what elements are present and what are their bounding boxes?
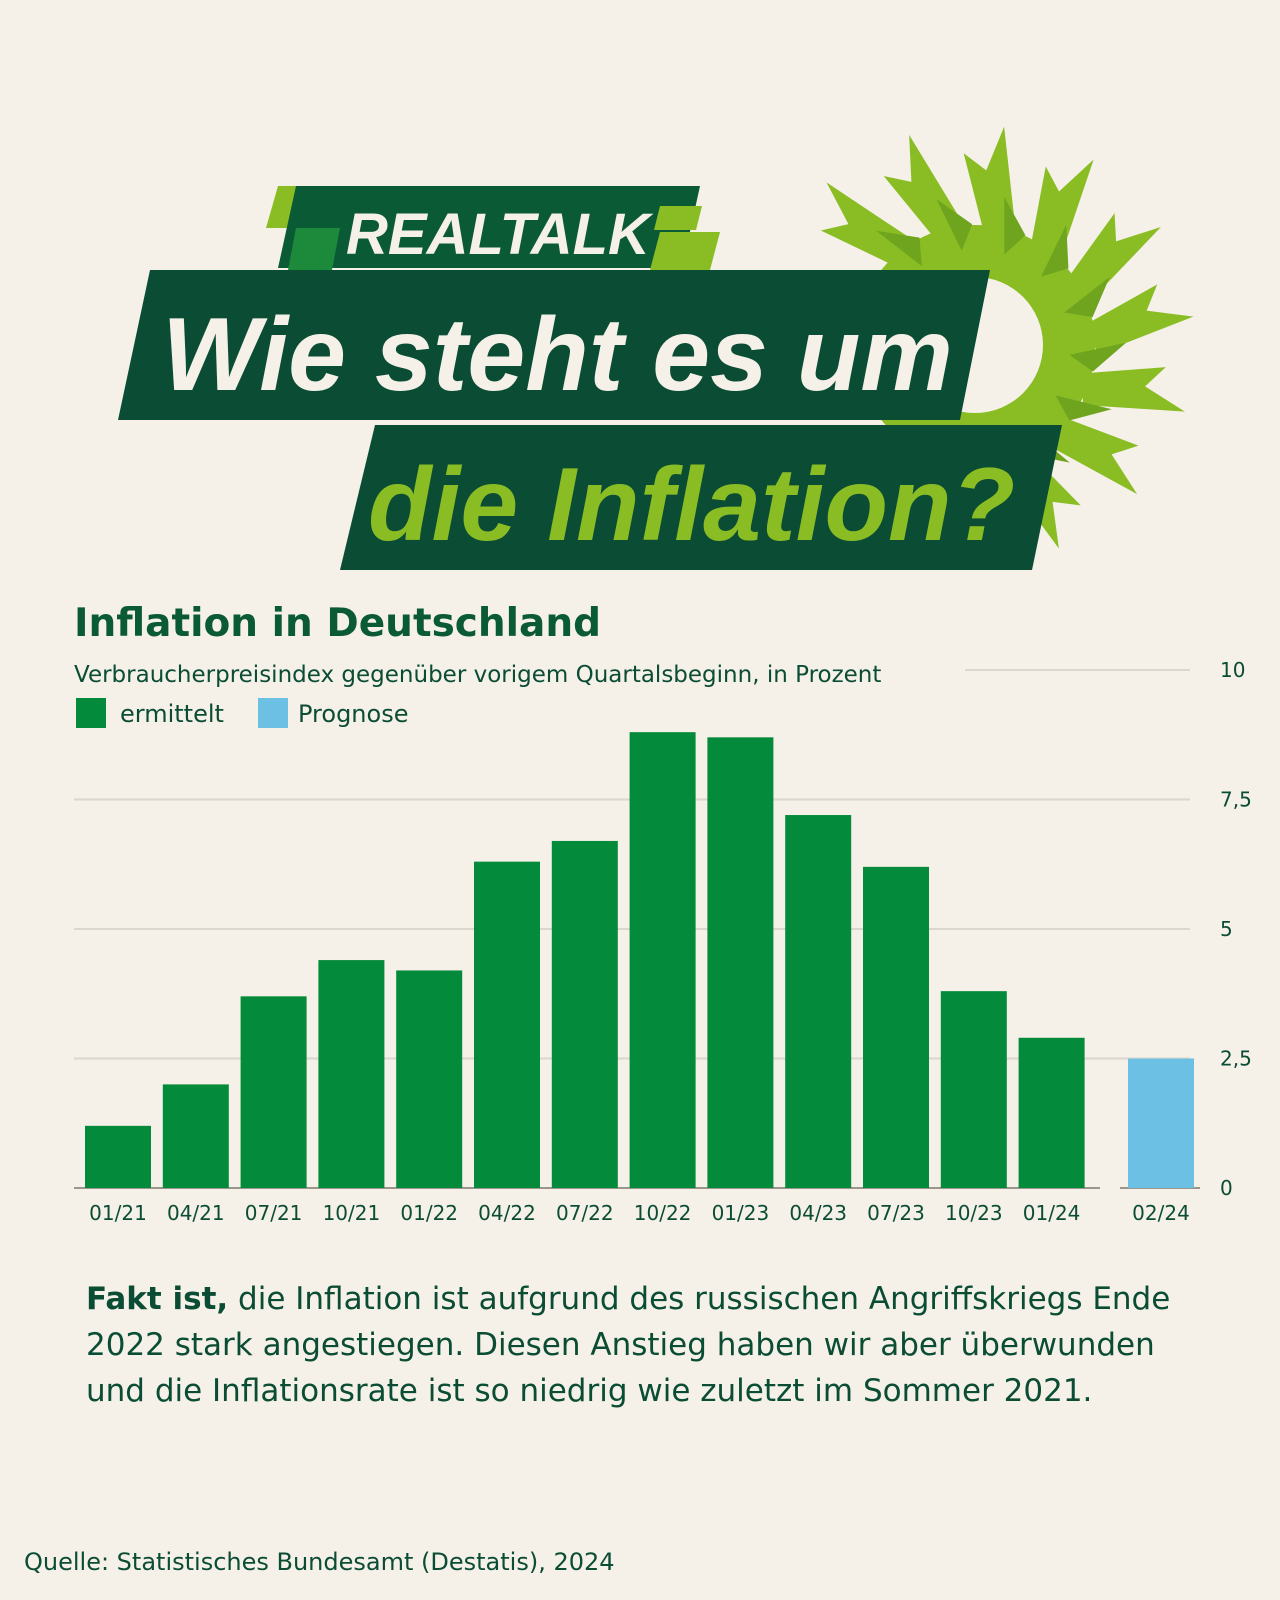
x-tick-label: 04/23 (789, 1201, 847, 1225)
bar-measured (629, 732, 696, 1188)
legend-label-measured: ermittelt (120, 700, 224, 728)
bars (85, 732, 1194, 1188)
bar-measured (474, 861, 540, 1188)
chart-title: Inflation in Deutschland (74, 601, 601, 646)
y-axis-ticks: 0 2,5 5 7,5 10 (1220, 658, 1252, 1200)
headline-line-1: Wie steht es um (162, 297, 953, 413)
bar-measured (85, 1125, 151, 1188)
x-tick-label: 07/21 (245, 1201, 303, 1225)
realtalk-kicker: REALTALK (346, 202, 654, 267)
source-note: Quelle: Statistisches Bundesamt (Destati… (24, 1548, 615, 1576)
x-tick-label: 10/23 (945, 1201, 1003, 1225)
y-tick-label: 7,5 (1220, 788, 1252, 812)
bar-measured (1018, 1037, 1085, 1188)
legend-swatch-forecast (258, 698, 288, 728)
chart-subtitle: Verbraucherpreisindex gegenüber vorigem … (74, 662, 881, 688)
x-tick-label: 04/21 (167, 1201, 225, 1225)
bar-measured (551, 840, 618, 1188)
headline-box-2 (340, 425, 1062, 570)
header-artwork: REALTALK Wie steht es um die Inflation? (118, 126, 1194, 570)
y-tick-label: 2,5 (1220, 1047, 1252, 1071)
x-tick-label: 02/24 (1132, 1201, 1190, 1225)
bar-measured (162, 1084, 229, 1188)
x-tick-label: 01/24 (1023, 1201, 1081, 1225)
bar-forecast (1128, 1058, 1194, 1188)
chart-legend: ermittelt Prognose (76, 698, 408, 728)
bar-measured (940, 991, 1007, 1188)
headline-line-2: die Inflation? (368, 447, 1015, 563)
bar-measured (863, 866, 929, 1188)
y-tick-label: 10 (1220, 658, 1245, 682)
x-tick-label: 01/22 (400, 1201, 458, 1225)
bar-measured (707, 737, 774, 1188)
bar-measured (240, 996, 307, 1188)
legend-label-forecast: Prognose (298, 700, 408, 728)
legend-swatch-measured (76, 698, 106, 728)
y-tick-label: 5 (1220, 917, 1233, 941)
x-tick-label: 10/21 (323, 1201, 381, 1225)
fact-text: die Inflation ist aufgrund des russische… (86, 1281, 1171, 1409)
x-tick-label: 07/22 (556, 1201, 614, 1225)
realtalk-banner (266, 186, 720, 270)
x-tick-label: 01/23 (712, 1201, 770, 1225)
fact-paragraph: Fakt ist, die Inflation ist aufgrund des… (86, 1276, 1206, 1414)
x-tick-label: 04/22 (478, 1201, 536, 1225)
x-tick-label: 01/21 (89, 1201, 147, 1225)
inflation-bar-chart: Inflation in Deutschland Verbraucherprei… (74, 601, 1252, 1225)
bar-measured (785, 815, 852, 1188)
x-tick-label: 10/22 (634, 1201, 692, 1225)
fact-lead: Fakt ist, (86, 1281, 229, 1317)
y-tick-label: 0 (1220, 1176, 1233, 1200)
bar-measured (396, 970, 463, 1188)
x-tick-label: 07/23 (867, 1201, 925, 1225)
bar-measured (318, 960, 385, 1188)
headline-box-1 (118, 270, 990, 420)
x-axis-ticks: 01/21 04/21 07/21 10/21 01/22 04/22 07/22 10/22… (89, 1201, 1190, 1225)
